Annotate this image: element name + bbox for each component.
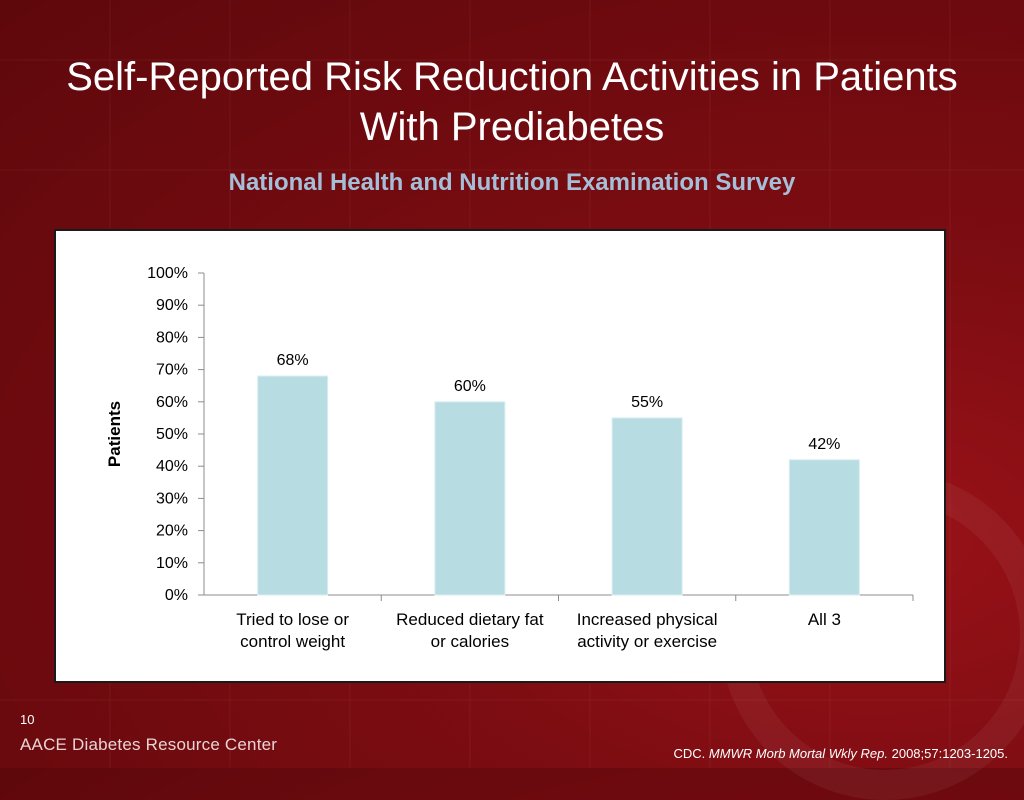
- y-axis-label: Patients: [105, 401, 124, 467]
- bar: [434, 401, 506, 596]
- data-label: 60%: [454, 378, 486, 395]
- y-tick-label: 70%: [156, 362, 188, 379]
- data-label: 55%: [631, 394, 663, 411]
- y-tick-label: 80%: [156, 329, 188, 346]
- bar-chart: 0% 10% 20% 30% 40% 50% 60% 70% 80% 90% 100% Patient…: [105, 265, 914, 651]
- y-tick-label: 40%: [156, 458, 188, 475]
- slide-title: Self-Reported Risk Reduction Activities …: [66, 55, 958, 149]
- category-label: control weight: [240, 632, 345, 651]
- category-label: or calories: [431, 632, 509, 651]
- citation-prefix: CDC.: [673, 746, 709, 761]
- citation-details: 2008;57:1203-1205.: [888, 746, 1008, 761]
- data-label: 68%: [277, 352, 309, 369]
- y-tick-label: 20%: [156, 523, 188, 540]
- category-label: Reduced dietary fat: [396, 610, 544, 629]
- y-tick-label: 30%: [156, 490, 188, 507]
- y-tick-label: 50%: [156, 426, 188, 443]
- y-tick-label: 90%: [156, 297, 188, 314]
- category-label: Tried to lose or: [236, 610, 349, 629]
- brand-footer: AACE Diabetes Resource Center: [20, 735, 278, 754]
- y-tick-label: 60%: [156, 394, 188, 411]
- category-label: activity or exercise: [577, 632, 717, 651]
- y-tick-label: 0%: [165, 587, 188, 604]
- y-tick-label: 100%: [147, 265, 188, 282]
- chart-panel: 0% 10% 20% 30% 40% 50% 60% 70% 80% 90% 100% Patient…: [54, 229, 946, 683]
- bar: [788, 459, 860, 596]
- slide-number: 10: [20, 712, 35, 727]
- citation-journal: MMWR Morb Mortal Wkly Rep.: [708, 746, 888, 761]
- slide-subtitle: National Health and Nutrition Examinatio…: [228, 169, 796, 196]
- category-label: Increased physical: [577, 610, 718, 629]
- bar: [257, 375, 329, 596]
- citation: CDC. MMWR Morb Mortal Wkly Rep. 2008;57:…: [673, 746, 1008, 761]
- category-label: All 3: [808, 610, 841, 629]
- bar: [611, 417, 683, 596]
- y-tick-label: 10%: [156, 555, 188, 572]
- data-label: 42%: [808, 436, 840, 453]
